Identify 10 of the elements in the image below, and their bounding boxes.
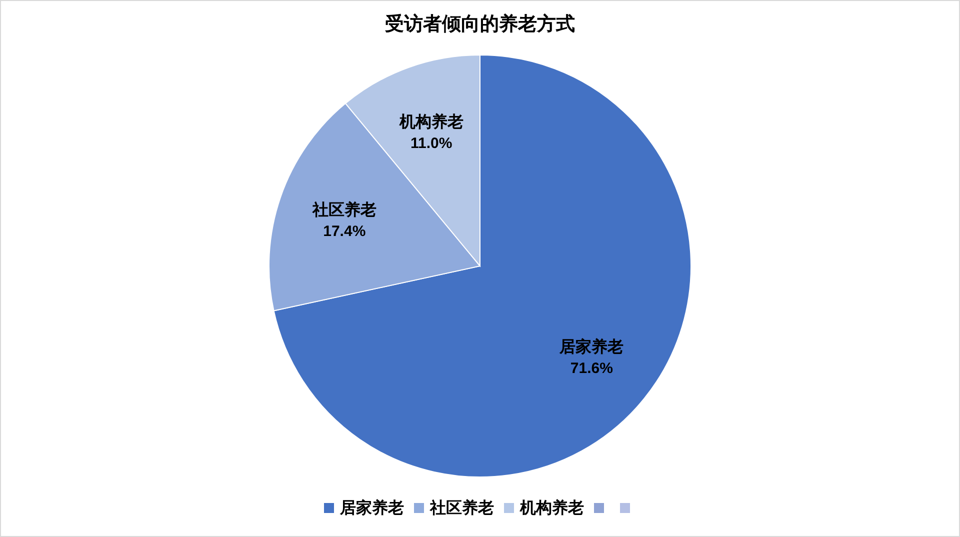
slice-label: 机构养老 xyxy=(398,112,464,131)
legend-label: 机构养老 xyxy=(519,498,584,517)
data-label: 11.0% xyxy=(410,135,452,152)
data-label: 17.4% xyxy=(323,223,366,240)
legend-label: 居家养老 xyxy=(339,498,404,517)
slice-label: 社区养老 xyxy=(311,200,376,220)
data-label: 71.6% xyxy=(570,360,613,378)
slice-label: 居家养老 xyxy=(558,337,624,356)
title: 受访者倾向的养老方式 xyxy=(385,14,575,35)
legend-label: 社区养老 xyxy=(429,498,494,517)
